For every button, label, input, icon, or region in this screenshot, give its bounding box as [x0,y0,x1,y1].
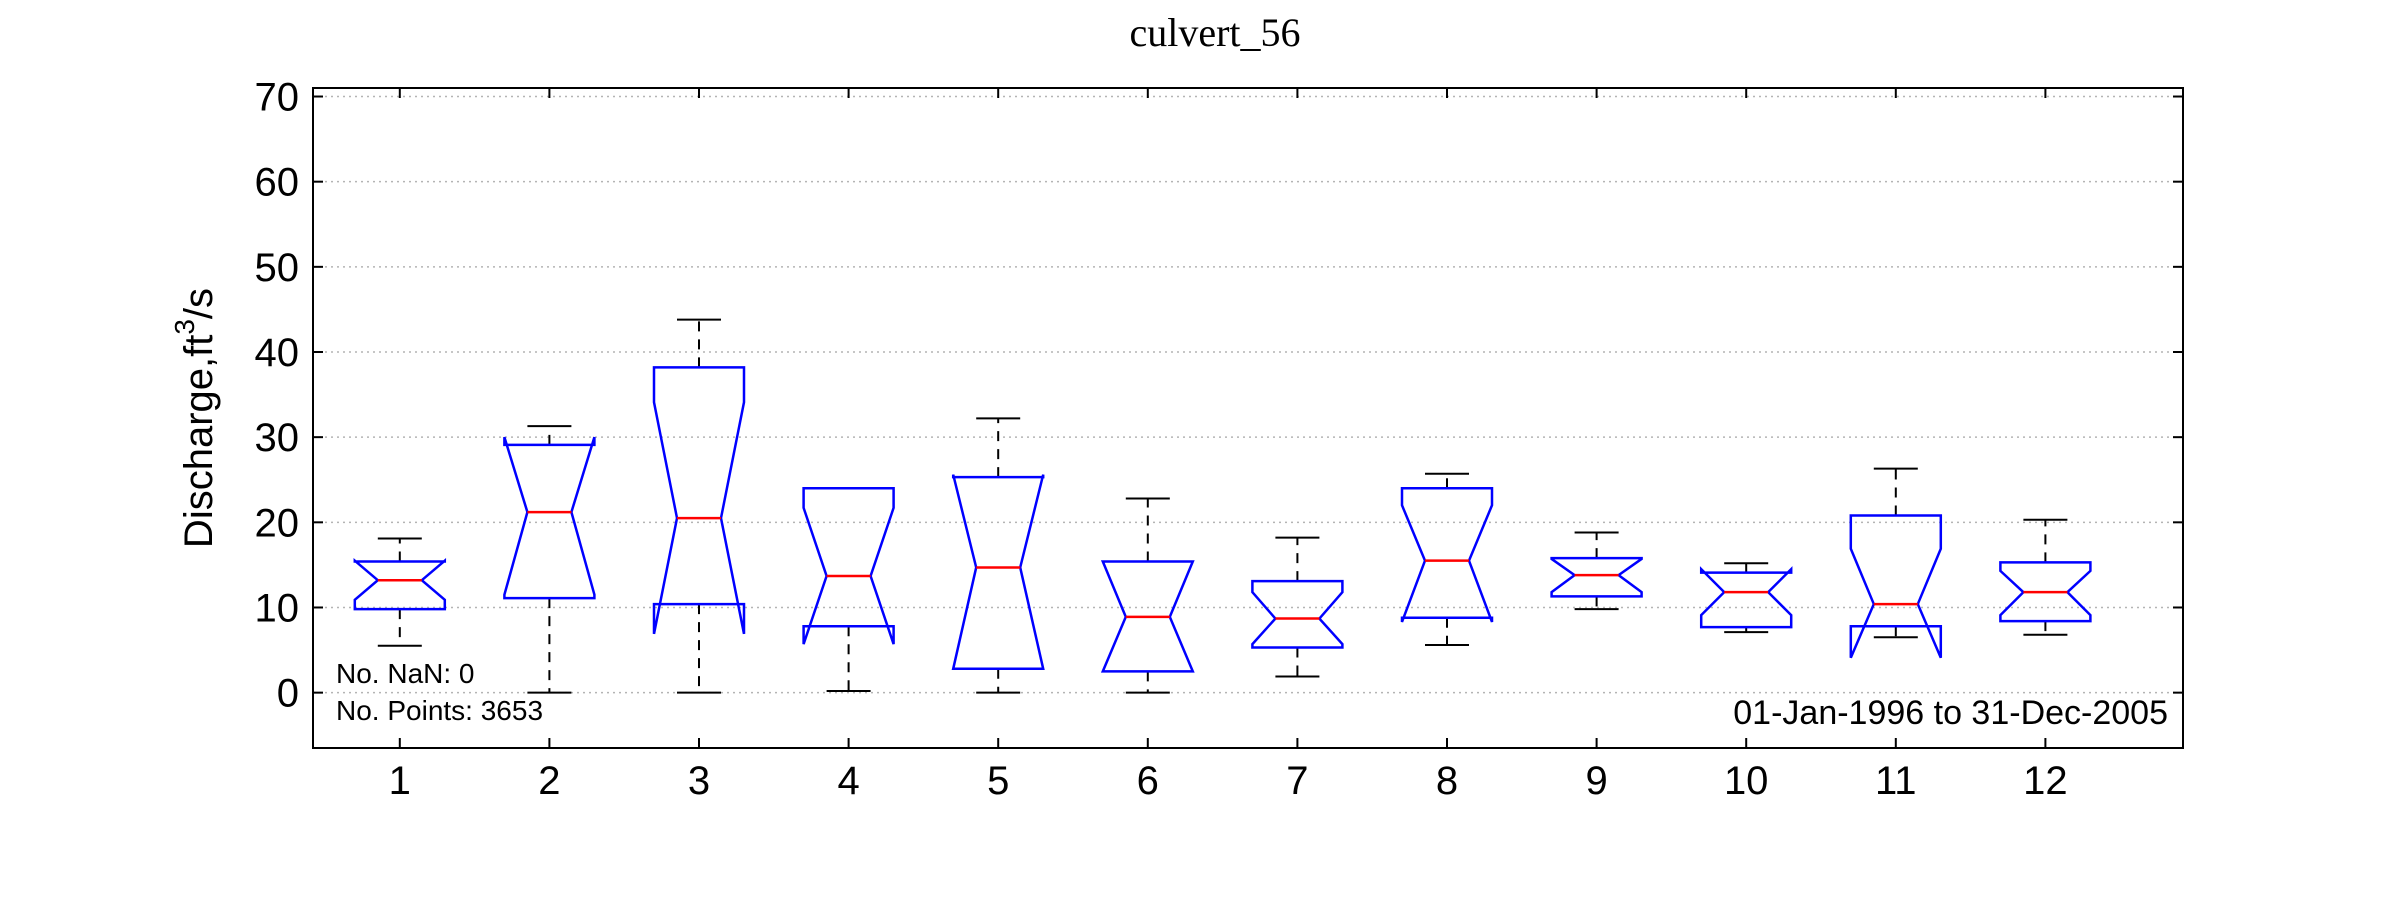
y-axis-label-unit-tail: /s [177,288,221,319]
notched-box [503,436,596,600]
y-tick-label-0: 0 [277,672,299,716]
notched-box [652,366,746,635]
x-tick-label-8: 8 [1436,759,1458,803]
date-range-annotation: 01-Jan-1996 to 31-Dec-2005 [1733,694,2168,732]
y-tick-label-60: 60 [255,161,300,205]
box-month-2 [503,425,596,694]
x-axis-ticks: 1 2 3 4 5 6 7 8 9 10 11 12 [389,88,2068,803]
notched-box [1550,556,1643,598]
x-tick-label-1: 1 [389,759,411,803]
box-month-12 [1999,518,2092,636]
y-axis-ticks: 0 10 20 30 40 50 60 70 [255,76,2183,716]
x-tick-label-2: 2 [538,759,560,803]
points-count-annotation: No. Points: 3653 [336,695,543,726]
box-month-10 [1699,562,1793,634]
x-tick-label-11: 11 [1875,759,1917,803]
x-tick-label-4: 4 [837,759,859,803]
notched-box [1999,561,2092,623]
y-tick-label-40: 40 [255,331,300,375]
box-month-11 [1849,467,1943,659]
notched-box [1251,579,1344,649]
y-tick-label-30: 30 [255,416,300,460]
chart-title: culvert_56 [1129,10,1300,55]
x-tick-label-10: 10 [1724,759,1769,803]
box-month-9 [1550,531,1643,611]
box-series [353,318,2092,694]
x-tick-label-3: 3 [688,759,710,803]
notched-box [951,474,1045,671]
box-month-4 [802,487,895,692]
y-tick-label-10: 10 [255,586,300,630]
x-tick-label-7: 7 [1286,759,1308,803]
box-month-8 [1400,472,1494,646]
box-month-3 [652,318,746,694]
x-tick-label-12: 12 [2023,759,2068,803]
notched-box [1849,514,1943,659]
box-month-6 [1100,497,1195,694]
y-axis-label-main: Discharge,ft [177,335,221,548]
x-tick-label-6: 6 [1137,759,1159,803]
x-tick-label-5: 5 [987,759,1009,803]
box-month-5 [951,417,1045,694]
y-axis-label-superscript: 3 [169,319,200,335]
y-tick-label-20: 20 [255,501,300,545]
notched-box [802,487,895,645]
nan-count-annotation: No. NaN: 0 [336,658,475,689]
box-month-7 [1251,536,1344,678]
plot-area-frame [312,87,2184,749]
y-tick-label-70: 70 [255,76,300,120]
notched-box [353,557,447,611]
y-tick-label-50: 50 [255,246,300,290]
box-month-1 [353,537,447,647]
x-tick-label-9: 9 [1585,759,1607,803]
notched-box [1699,566,1793,629]
notched-box [1400,487,1494,623]
y-axis-label: Discharge,ft3/s [169,288,221,548]
